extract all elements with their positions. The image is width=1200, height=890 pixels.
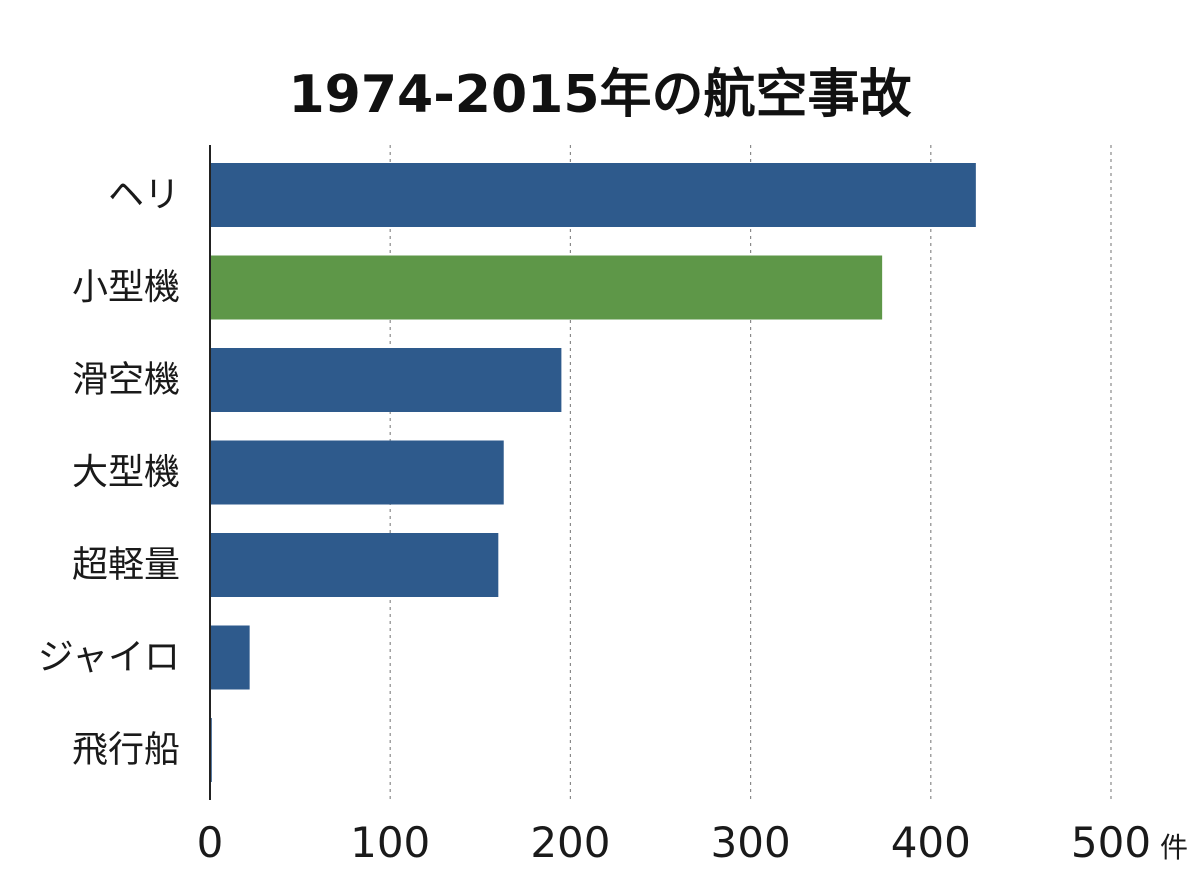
x-tick-label-400: 400 <box>891 818 971 867</box>
bar-0 <box>210 163 976 227</box>
x-tick-label-0: 0 <box>197 818 224 867</box>
category-label-3: 大型機 <box>72 452 180 493</box>
category-label-2: 滑空機 <box>72 360 180 401</box>
bar-2 <box>210 348 562 412</box>
bar-4 <box>210 533 499 597</box>
x-tick-label-200: 200 <box>530 818 610 867</box>
x-axis-unit: 件 <box>1160 831 1188 864</box>
category-label-0: ヘリ <box>108 175 180 216</box>
bar-1 <box>210 255 883 320</box>
x-tick-label-100: 100 <box>350 818 430 867</box>
category-label-6: 飛行船 <box>72 730 180 771</box>
x-tick-labels: 0 100 200 300 400 500 <box>197 818 1151 867</box>
bar-3 <box>210 440 504 505</box>
category-label-1: 小型機 <box>72 267 180 308</box>
bars <box>210 163 976 782</box>
x-tick-label-500: 500 <box>1071 818 1151 867</box>
x-tick-label-300: 300 <box>711 818 791 867</box>
category-label-4: 超軽量 <box>72 545 180 586</box>
chart-title: 1974-2015年の航空事故 <box>288 65 911 125</box>
bar-5 <box>210 625 250 690</box>
category-label-5: ジャイロ <box>38 637 180 678</box>
